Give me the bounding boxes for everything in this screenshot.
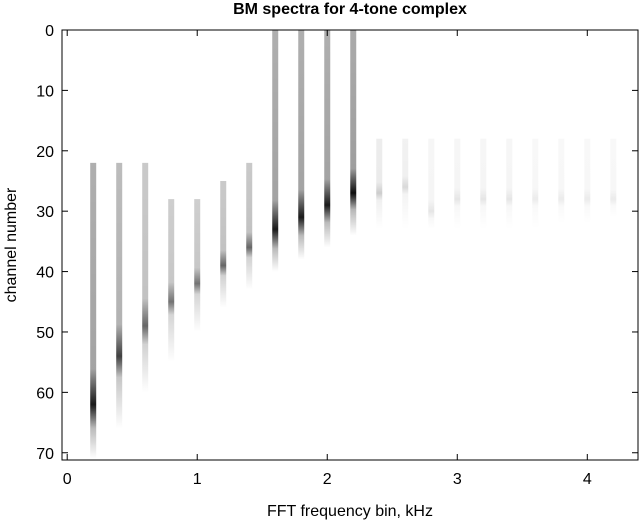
streak — [272, 30, 279, 272]
streak — [220, 180, 227, 308]
streak — [90, 162, 97, 459]
y-axis-label: channel number — [3, 187, 20, 302]
x-tick-label: 4 — [583, 471, 592, 488]
streak — [168, 199, 175, 363]
x-tick-label: 0 — [63, 471, 72, 488]
x-tick-label: 2 — [323, 471, 332, 488]
y-tick-label: 0 — [45, 23, 54, 40]
streak — [324, 30, 331, 248]
streak — [428, 138, 435, 230]
x-tick-label: 3 — [453, 471, 462, 488]
y-tick-label: 20 — [36, 144, 54, 161]
streak — [558, 138, 565, 224]
x-tick-label: 1 — [193, 471, 202, 488]
streak — [532, 138, 539, 230]
streak — [402, 138, 409, 230]
streak — [246, 162, 253, 290]
y-tick-label: 70 — [36, 446, 54, 463]
streak — [584, 138, 591, 224]
streak — [298, 30, 305, 260]
streak — [142, 162, 149, 393]
plot-frame — [61, 29, 639, 461]
streak — [506, 138, 513, 230]
streak — [194, 199, 201, 332]
y-tick-label: 40 — [36, 265, 54, 282]
y-tick-label: 60 — [36, 385, 54, 402]
streak — [454, 138, 461, 230]
y-tick-label: 50 — [36, 325, 54, 342]
streak — [610, 138, 617, 218]
y-tick-label: 10 — [36, 83, 54, 100]
y-tick-label: 30 — [36, 204, 54, 221]
streak — [376, 138, 383, 230]
chart-title: BM spectra for 4-tone complex — [233, 1, 467, 18]
streak — [350, 30, 357, 236]
streak — [480, 138, 487, 230]
streak — [116, 162, 123, 429]
x-axis-label: FFT frequency bin, kHz — [267, 503, 433, 520]
